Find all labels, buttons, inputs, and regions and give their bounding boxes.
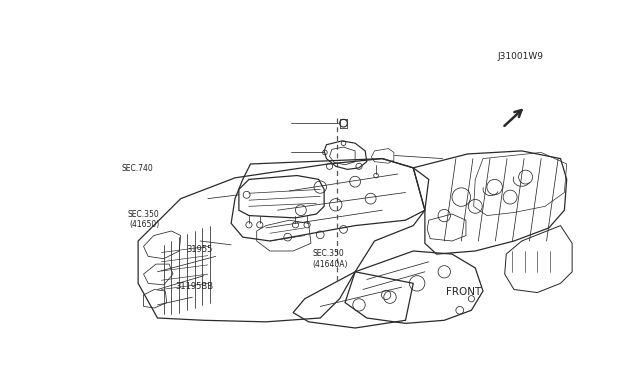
Text: SEC.740: SEC.740 [122, 164, 154, 173]
Text: 31955: 31955 [186, 245, 213, 254]
Text: SEC.350
(41650): SEC.350 (41650) [127, 210, 159, 229]
Text: SEC.350
(41640A): SEC.350 (41640A) [312, 249, 348, 269]
Text: J31001W9: J31001W9 [497, 52, 543, 61]
Text: 31195BB: 31195BB [175, 282, 213, 291]
Text: FRONT: FRONT [446, 286, 481, 296]
